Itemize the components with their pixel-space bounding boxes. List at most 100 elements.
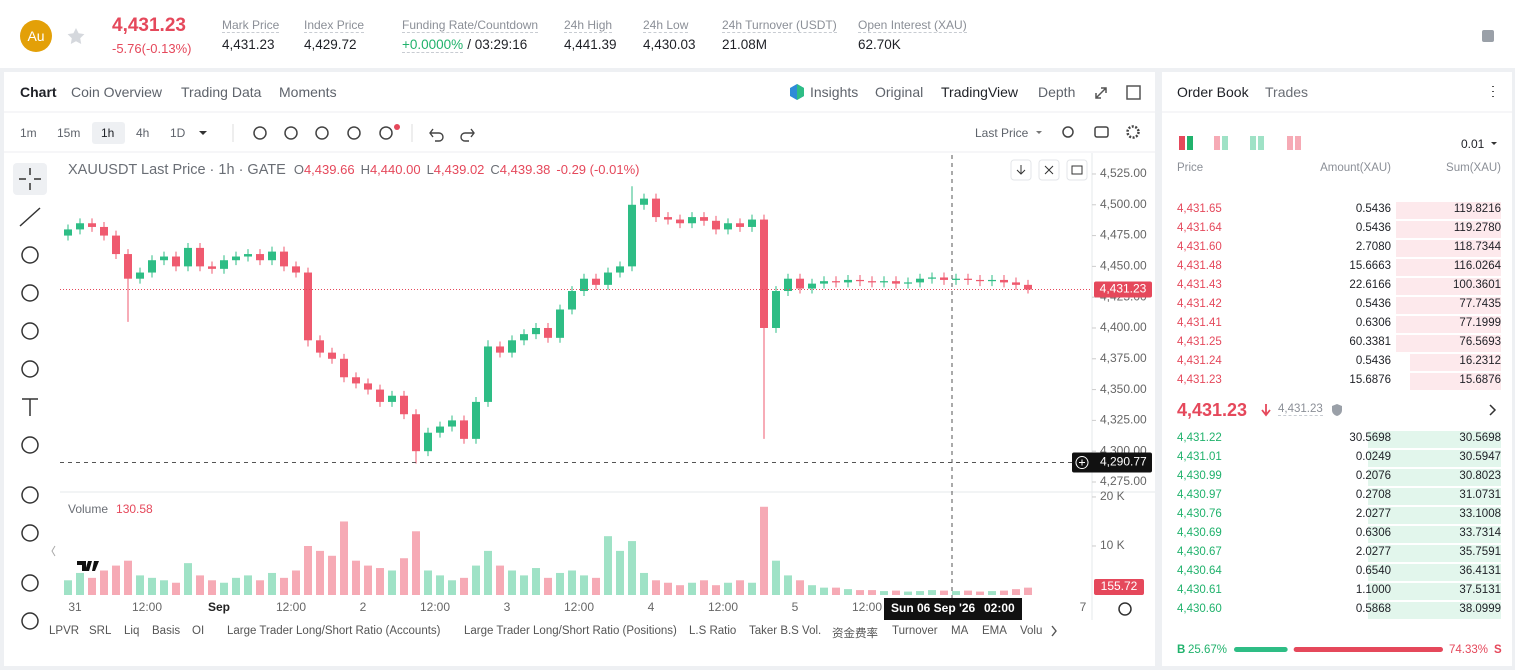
book-price[interactable]: 4,431.64 (1177, 222, 1222, 234)
book-price[interactable]: 4,431.23 (1177, 374, 1222, 386)
volume-bar (256, 580, 264, 595)
book-view-icon (1258, 136, 1264, 150)
depth-bar (1368, 450, 1501, 467)
indicator-tab[interactable]: MA (951, 625, 969, 637)
legend-button (1066, 159, 1088, 181)
book-price[interactable]: 4,430.97 (1177, 489, 1222, 501)
book-amount: 0.5436 (1355, 222, 1391, 234)
book-price[interactable]: 4,430.67 (1177, 546, 1222, 558)
volume-bar (880, 591, 888, 595)
indicator-tab[interactable]: Large Trader Long/Short Ratio (Positions… (464, 625, 677, 637)
candle-body (604, 272, 612, 285)
depth-bar (1368, 488, 1501, 505)
indicator-tab[interactable]: Taker B.S Vol. (749, 625, 822, 637)
book-view-icon (1295, 136, 1301, 150)
indicator-tab[interactable]: SRL (89, 625, 112, 637)
tool-icon (21, 612, 39, 630)
x-tick-label: 12:00 (420, 600, 450, 614)
book-amount: 0.2076 (1355, 470, 1391, 482)
interval[interactable]: 4h (136, 126, 150, 140)
candle-body (508, 340, 516, 353)
book-price[interactable]: 4,431.25 (1177, 336, 1222, 348)
stat-label: Mark Price (222, 18, 280, 33)
candle-body (304, 272, 312, 341)
volume-title: Volume (68, 502, 109, 516)
candle-body (688, 217, 696, 224)
view-tab[interactable]: TradingView (941, 84, 1019, 100)
volume-bar (808, 585, 816, 595)
book-price[interactable]: 4,431.01 (1177, 451, 1222, 463)
indicator-tab[interactable]: Large Trader Long/Short Ratio (Accounts) (227, 625, 441, 637)
book-price[interactable]: 4,431.22 (1177, 432, 1222, 444)
book-sum: 119.8216 (1453, 203, 1501, 215)
candle-body (628, 204, 636, 267)
chart-tab[interactable]: Moments (279, 84, 337, 100)
book-price[interactable]: 4,430.76 (1177, 508, 1222, 520)
book-price[interactable]: 4,431.42 (1177, 298, 1222, 310)
candle-body (1012, 282, 1020, 285)
indicator-tab[interactable]: L.S Ratio (689, 625, 737, 637)
interval[interactable]: 1m (20, 126, 37, 140)
indicator-tab[interactable]: EMA (982, 625, 1007, 637)
volume-bar (328, 555, 336, 595)
candle-body (496, 346, 504, 353)
book-price[interactable]: 4,430.69 (1177, 527, 1222, 539)
price-type[interactable]: Last Price (975, 126, 1029, 140)
book-price[interactable]: 4,430.60 (1177, 603, 1222, 615)
book-price[interactable]: 4,430.64 (1177, 565, 1222, 577)
y-tick-label: 4,350.00 (1100, 382, 1147, 396)
indicator-tab[interactable]: Volu (1020, 625, 1043, 637)
volume-bar (460, 577, 468, 595)
legend-key: L (426, 162, 434, 177)
volume-bar (496, 565, 504, 595)
chart-tab[interactable]: Coin Overview (71, 84, 163, 100)
volume-bar (760, 506, 768, 595)
view-tab[interactable]: Insights (810, 84, 859, 100)
candle-body (880, 281, 888, 283)
view-tab[interactable]: Original (875, 84, 924, 100)
header-bar (0, 0, 1515, 68)
volume-bar (376, 568, 384, 595)
candle-body (148, 260, 156, 273)
book-view-icon (1287, 136, 1293, 150)
book-tab[interactable]: Order Book (1177, 84, 1249, 100)
book-price[interactable]: 4,431.24 (1177, 355, 1222, 367)
legend-key: O (293, 162, 304, 177)
candle-body (904, 282, 912, 284)
book-price[interactable]: 4,431.41 (1177, 317, 1222, 329)
book-tab[interactable]: Trades (1265, 84, 1309, 100)
book-price[interactable]: 4,430.99 (1177, 470, 1222, 482)
interval[interactable]: 1h (101, 126, 115, 140)
x-tick-label: 5 (792, 600, 799, 614)
book-price[interactable]: 4,431.60 (1177, 241, 1222, 253)
view-tab[interactable]: Depth (1038, 84, 1076, 100)
volume-bar (388, 570, 396, 595)
crosshair-plus-sign (1079, 459, 1085, 466)
indicator-tab[interactable]: LPVR (49, 625, 80, 637)
interval[interactable]: 15m (57, 126, 81, 140)
volume-bar (1012, 589, 1020, 595)
chart-tab[interactable]: Chart (20, 84, 57, 100)
indicator-tab[interactable]: Turnover (892, 625, 938, 637)
indicator-tab[interactable]: Liq (124, 625, 140, 637)
indicator-tab[interactable]: OI (192, 625, 205, 637)
book-price[interactable]: 4,431.65 (1177, 203, 1222, 215)
interval[interactable]: 1D (170, 126, 186, 140)
book-precision[interactable]: 0.01 (1461, 137, 1485, 151)
indicator-tab[interactable]: 资金费率 (832, 628, 878, 640)
indicator-tab[interactable]: Basis (152, 625, 181, 637)
candle-body (892, 281, 900, 284)
book-price[interactable]: 4,431.43 (1177, 279, 1222, 291)
y-tick-label: 10 K (1100, 538, 1125, 552)
volume-bar (820, 587, 828, 595)
volume-legend: Volume 130.58 (68, 502, 153, 516)
candle-body (820, 281, 828, 284)
book-amount: 15.6663 (1349, 260, 1391, 272)
chart-tab[interactable]: Trading Data (181, 84, 262, 100)
book-price[interactable]: 4,431.48 (1177, 260, 1222, 272)
book-price[interactable]: 4,430.61 (1177, 584, 1222, 596)
stat-value-text: 4,430.03 (643, 37, 696, 52)
volume-bar (580, 575, 588, 595)
toolbar-icon (253, 126, 267, 140)
candle-body (256, 254, 264, 261)
